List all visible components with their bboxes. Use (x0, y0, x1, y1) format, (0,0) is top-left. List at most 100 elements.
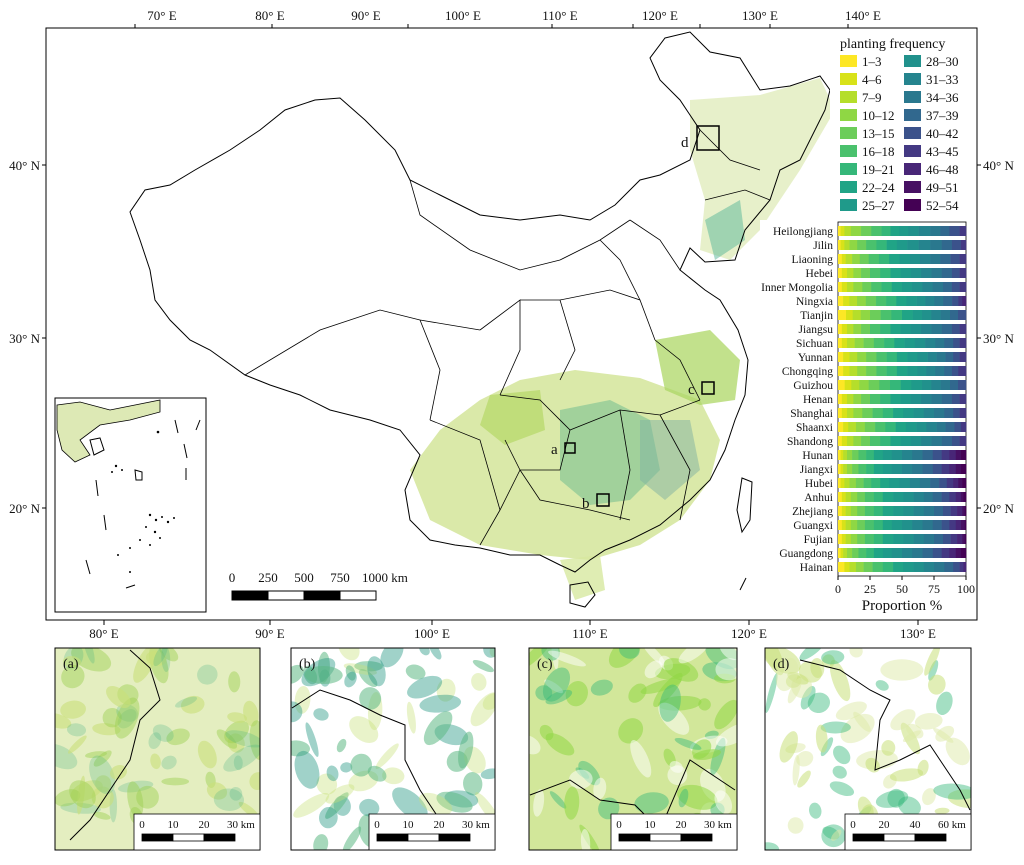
bar-segment (840, 226, 845, 236)
bar-segment (838, 226, 841, 236)
bar-segment (962, 478, 967, 488)
panel-scale-box (368, 813, 496, 851)
bar-segment (903, 506, 914, 516)
bar-segment (959, 436, 967, 446)
bar-segment (838, 450, 841, 460)
bar-segment (852, 450, 859, 460)
bar-segment (896, 296, 907, 306)
bar-segment (882, 534, 894, 544)
bar-segment (861, 436, 871, 446)
legend-label: 40–42 (926, 126, 959, 141)
bar-segment (902, 520, 913, 530)
legend-swatch (840, 163, 857, 175)
bar-segment (870, 268, 881, 278)
bar-segment (951, 268, 960, 278)
bar-segment (849, 240, 858, 250)
bar-segment (941, 268, 953, 278)
lon-label: 80° E (89, 626, 118, 641)
bar-segment (923, 492, 934, 502)
bar-segment (903, 562, 914, 572)
legend: planting frequency 1–3 4–6 7–9 10–12 13–15 16… (830, 30, 970, 218)
bar-segment (841, 324, 848, 334)
bar-segment (855, 562, 864, 572)
bar-segment (922, 310, 932, 320)
bar-segment (864, 506, 875, 516)
bar-segment (932, 548, 942, 558)
bar-segment (941, 464, 950, 474)
bar-segment (882, 506, 894, 516)
bar-segment (932, 464, 942, 474)
legend-label: 34–36 (926, 90, 959, 105)
bar-segment (917, 352, 928, 362)
bar-segment (846, 408, 854, 418)
bar-segment (931, 394, 942, 404)
bar-segment (838, 548, 841, 558)
bar-segment (941, 240, 953, 250)
bar-segment (850, 226, 862, 236)
bar-segment (902, 450, 913, 460)
bar-segment (838, 478, 841, 488)
bar-segment (857, 534, 866, 544)
bar-segment (857, 296, 867, 306)
bar-segment (922, 548, 934, 558)
bar-segment (893, 562, 904, 572)
bar-segment (919, 478, 931, 488)
bar-segment (841, 338, 848, 348)
bar-segment (864, 534, 875, 544)
bar-segment (932, 450, 942, 460)
bar-segment (942, 534, 951, 544)
panel-scale-tick: 30 km (704, 819, 732, 831)
bar-segment (909, 478, 921, 488)
bar-segment (870, 394, 881, 404)
bar-segment (934, 296, 944, 306)
bar-segment (871, 226, 882, 236)
bar-segment (912, 464, 923, 474)
bar-segment (880, 436, 891, 446)
bar-segment (964, 534, 967, 544)
legend-swatch (840, 145, 857, 157)
bar-segment (852, 548, 859, 558)
box-label-a: a (551, 442, 558, 458)
bar-segment (903, 534, 914, 544)
bar-segment (873, 492, 884, 502)
bar-segment (918, 226, 931, 236)
bar-segment (918, 240, 931, 250)
bar-segment (925, 338, 936, 348)
category-label: Shandong (787, 436, 833, 448)
bar-segment (906, 296, 917, 306)
bar-segment (930, 478, 940, 488)
bar-segment (857, 352, 867, 362)
bar-segment (912, 310, 923, 320)
china-outline (129, 31, 831, 573)
bar-segment (858, 450, 867, 460)
lat-label: 20° N (9, 501, 40, 516)
bar-segment (905, 422, 917, 432)
bar-segment (949, 226, 960, 236)
legend-label: 7–9 (862, 90, 882, 105)
lon-label: 130° E (742, 8, 778, 23)
bar-segment (850, 534, 858, 544)
bar-segment (853, 408, 863, 418)
legend-swatch (840, 55, 857, 67)
lat-label: 30° N (9, 331, 40, 346)
category-label: Chongqing (782, 366, 833, 378)
bar-segment (838, 352, 844, 362)
bar-segment (891, 450, 903, 460)
bar-segment (909, 254, 921, 264)
bar-segment (941, 324, 953, 334)
bar-segment (960, 240, 967, 250)
bar-segment (838, 366, 844, 376)
x-tick-label: 100 (957, 582, 975, 596)
bar-segment (953, 478, 959, 488)
legend-swatch (904, 145, 921, 157)
detail-panel-a: (a) 0 10 20 30 km (54, 647, 261, 851)
legend-swatch (840, 181, 857, 193)
bar-segment (872, 408, 884, 418)
bar-segment (960, 464, 967, 474)
bar-segment (957, 534, 963, 544)
bar-segment (853, 436, 862, 446)
bar-segment (931, 324, 942, 334)
bar-segment (841, 282, 848, 292)
bar-segment (841, 534, 846, 544)
